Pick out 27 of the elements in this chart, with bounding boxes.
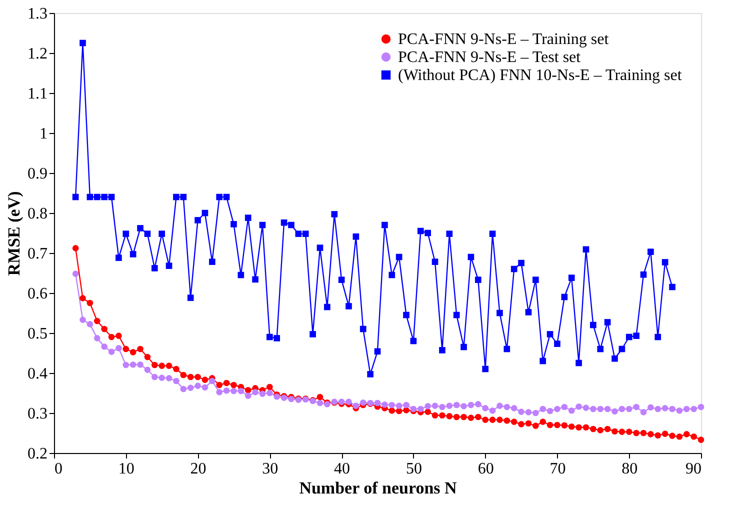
y-tick-label: 0.4: [28, 366, 48, 382]
y-tick-label: 0.7: [28, 246, 48, 262]
legend-label: PCA-FNN 9-Ns-E – Training set: [398, 31, 610, 48]
x-tick-label: 50: [406, 460, 422, 478]
x-tick-label: 10: [118, 460, 134, 478]
x-tick-label: 70: [550, 460, 566, 478]
y-tick-label: 0.2: [28, 446, 48, 462]
legend-label: PCA-FNN 9-Ns-E – Test set: [398, 49, 582, 66]
y-tick-label: 0.6: [28, 286, 48, 302]
x-tick-label: 20: [190, 460, 206, 478]
y-axis-title: RMSE (eV): [4, 191, 24, 276]
x-tick-label: 60: [478, 460, 494, 478]
y-tick-label: 1.1: [28, 86, 48, 102]
x-tick-label: 30: [262, 460, 278, 478]
y-tick-label: 1: [40, 126, 48, 142]
x-axis-title: Number of neurons N: [299, 478, 458, 498]
y-tick-label: 0.5: [28, 326, 48, 342]
y-tick-label: 1.3: [28, 6, 48, 22]
y-tick-label: 0.3: [28, 406, 48, 422]
y-tick-label: 1.2: [28, 46, 48, 62]
legend-label: (Without PCA) FNN 10-Ns-E – Training set: [398, 67, 682, 84]
x-tick-label: 80: [622, 460, 638, 478]
x-tick-label: 90: [686, 460, 702, 478]
y-tick-label: 0.9: [28, 166, 48, 182]
x-tick-label: 40: [334, 460, 350, 478]
y-tick-label: 0.8: [28, 206, 48, 222]
x-tick-label: 0: [54, 460, 62, 478]
